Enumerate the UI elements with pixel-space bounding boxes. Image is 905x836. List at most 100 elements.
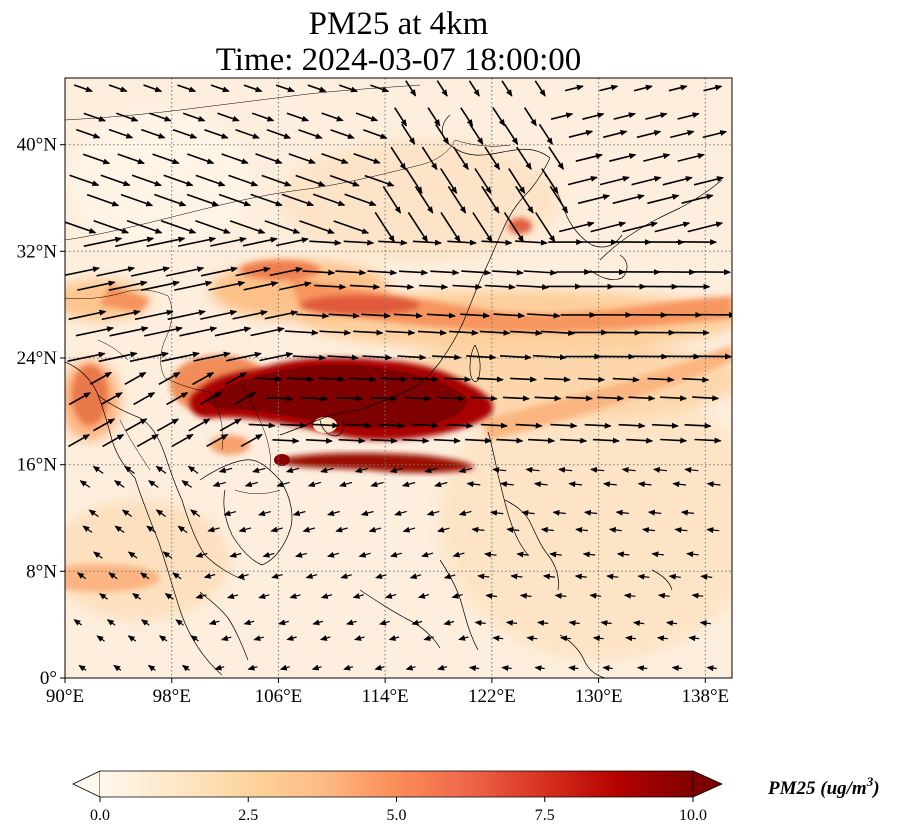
- wind-arrow: [127, 551, 138, 559]
- wind-arrow: [228, 174, 259, 187]
- wind-arrow: [636, 665, 648, 672]
- wind-arrow: [307, 84, 327, 93]
- wind-arrow: [276, 481, 290, 488]
- wind-arrow: [680, 509, 695, 516]
- wind-arrow: [115, 236, 155, 248]
- wind-arrow: [88, 509, 99, 518]
- wind-arrow: [703, 84, 723, 92]
- wind-arrow: [622, 221, 658, 233]
- wind-arrow: [449, 329, 479, 336]
- wind-arrow: [691, 592, 704, 599]
- wind-arrow: [320, 593, 333, 599]
- wind-arrow: [401, 123, 416, 145]
- wind-arrow: [552, 509, 566, 516]
- wind-arrow: [327, 354, 359, 361]
- wind-arrow: [419, 283, 449, 290]
- wind-arrow: [343, 664, 354, 671]
- wind-arrow: [521, 509, 535, 516]
- colorbar-tick-label: 7.5: [535, 807, 555, 824]
- wind-arrow: [83, 112, 106, 122]
- wind-arrow: [375, 573, 387, 579]
- wind-arrow: [540, 330, 576, 337]
- wind-arrow: [633, 84, 653, 92]
- map-title-line-1: PM25 at 4km: [308, 6, 489, 42]
- wind-arrow: [409, 573, 422, 580]
- wind-arrow: [632, 620, 645, 627]
- wind-arrow: [616, 551, 630, 558]
- colorbar-tick-label: 0.0: [90, 807, 110, 824]
- wind-arrow: [139, 572, 150, 580]
- wind-arrow: [96, 266, 136, 277]
- wind-arrow: [131, 174, 162, 187]
- wind-arrow: [440, 211, 461, 243]
- wind-arrow: [567, 175, 598, 186]
- wind-arrow: [625, 635, 637, 642]
- wind-arrow: [82, 153, 111, 165]
- wind-arrow: [374, 211, 395, 243]
- wind-arrow: [214, 664, 225, 671]
- wind-arrow: [401, 481, 416, 488]
- wind-arrow: [370, 437, 398, 444]
- wind-arrow: [516, 284, 550, 291]
- wind-arrow: [533, 481, 548, 488]
- wind-arrow: [243, 281, 279, 291]
- wind-arrow: [623, 592, 636, 599]
- wind-arrow: [411, 619, 423, 626]
- wind-arrow: [496, 437, 524, 444]
- wind-arrow: [195, 174, 226, 187]
- wind-arrow: [292, 354, 327, 361]
- wind-arrow: [106, 619, 116, 626]
- wind-arrow: [330, 129, 355, 139]
- wind-arrow: [335, 395, 363, 402]
- wind-arrow: [584, 422, 612, 429]
- wind-arrow: [460, 312, 491, 319]
- wind-arrow: [568, 481, 583, 488]
- wind-arrow: [312, 422, 340, 429]
- wind-arrow: [78, 664, 87, 672]
- wind-arrow: [417, 329, 447, 336]
- wind-arrow: [76, 572, 87, 580]
- wind-arrow: [532, 354, 567, 361]
- wind-arrow: [612, 376, 640, 383]
- wind-arrow: [534, 80, 546, 97]
- wind-arrow: [474, 619, 486, 626]
- wind-arrow: [232, 309, 268, 320]
- wind-arrow: [264, 310, 299, 320]
- wind-arrow: [368, 526, 382, 533]
- wind-arrow: [432, 354, 462, 361]
- wind-arrow: [534, 665, 545, 672]
- wind-arrow: [402, 437, 430, 444]
- map-plot-area: [65, 78, 732, 678]
- wind-arrow: [311, 664, 322, 671]
- wind-arrow: [424, 467, 438, 474]
- wind-arrow: [384, 283, 415, 290]
- lon-tick-label: 98°E: [153, 686, 191, 707]
- wind-arrow: [349, 376, 377, 383]
- wind-arrow: [305, 437, 333, 444]
- wind-arrow: [559, 221, 595, 233]
- wind-arrow: [69, 174, 100, 187]
- wind-arrow: [296, 312, 330, 319]
- wind-arrow: [123, 465, 135, 474]
- wind-arrow: [352, 593, 364, 599]
- wind-arrow: [195, 552, 208, 558]
- wind-arrow: [582, 551, 596, 558]
- wind-arrow: [589, 592, 602, 599]
- wind-arrow: [89, 371, 112, 385]
- wind-arrow: [212, 481, 226, 488]
- wind-arrow: [158, 371, 181, 385]
- wind-arrow: [116, 112, 139, 122]
- wind-arrow: [92, 465, 104, 474]
- wind-arrow: [120, 193, 154, 207]
- wind-arrow: [188, 418, 211, 432]
- wind-arrow: [421, 146, 438, 171]
- wind-arrow: [460, 107, 474, 127]
- wind-arrow: [407, 211, 429, 243]
- wind-arrow: [506, 526, 520, 533]
- lat-tick-label: 24°N: [17, 348, 58, 369]
- wind-arrow: [133, 392, 156, 406]
- wind-arrow: [574, 573, 587, 580]
- wind-arrow: [93, 551, 103, 559]
- wind-arrow: [706, 665, 717, 672]
- country-borders: [65, 84, 511, 494]
